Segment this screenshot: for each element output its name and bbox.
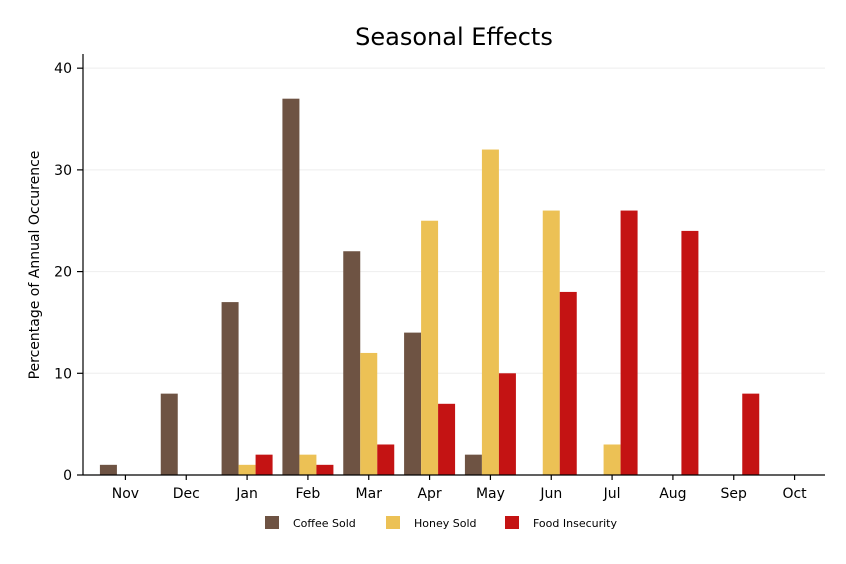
gridlines <box>83 67 825 374</box>
bar-aug-food-insecurity <box>681 230 699 475</box>
legend-swatch-honey-sold <box>386 516 400 529</box>
bar-mar-coffee-sold <box>343 251 361 475</box>
bar-jun-honey-sold <box>542 210 560 475</box>
bar-may-coffee-sold <box>464 454 482 475</box>
y-tick-label: 20 <box>54 265 72 281</box>
legend-label: Food Insecurity <box>533 517 617 530</box>
bar-feb-food-insecurity <box>316 464 334 475</box>
bar-jan-coffee-sold <box>221 302 239 475</box>
bar-jul-honey-sold <box>603 444 621 475</box>
legend: Coffee Sold Honey Sold Food Insecurity <box>265 516 617 530</box>
y-tick-label: 40 <box>54 61 72 77</box>
legend-swatch-coffee-sold <box>265 516 279 529</box>
bar-may-honey-sold <box>481 149 499 475</box>
bar-jul-food-insecurity <box>620 210 638 475</box>
y-tick-label: 10 <box>54 366 72 382</box>
bar-feb-coffee-sold <box>282 98 300 476</box>
bar-sep-food-insecurity <box>742 393 760 475</box>
legend-swatch-food-insecurity <box>505 516 519 529</box>
bar-nov-coffee-sold <box>99 464 117 475</box>
y-tick-labels: 0 10 20 30 40 <box>54 61 72 484</box>
x-tick-label: Oct <box>782 486 807 502</box>
x-tick-label: Jul <box>603 486 621 502</box>
x-tick-label: Dec <box>173 486 200 502</box>
bar-apr-coffee-sold <box>404 332 422 475</box>
bar-mar-food-insecurity <box>377 444 395 475</box>
x-tick-label: Apr <box>417 486 441 502</box>
x-tick-label: Jun <box>539 486 562 502</box>
bar-feb-honey-sold <box>299 454 317 475</box>
bar-may-food-insecurity <box>498 373 516 475</box>
x-tick-label: May <box>476 486 505 502</box>
x-tick-label: Nov <box>112 486 139 502</box>
x-tick-label: Sep <box>721 486 748 502</box>
bar-dec-coffee-sold <box>160 393 178 475</box>
x-tick-label: Aug <box>659 486 686 502</box>
bar-apr-food-insecurity <box>438 403 456 475</box>
bar-jan-food-insecurity <box>255 454 273 475</box>
bar-jan-honey-sold <box>238 464 256 475</box>
y-axis-label: Percentage of Annual Occurence <box>27 151 43 380</box>
x-tick-labels: Nov Dec Jan Feb Mar Apr May Jun Jul Aug Sep Oct <box>112 486 807 502</box>
bar-apr-honey-sold <box>421 220 439 475</box>
legend-label: Honey Sold <box>414 517 477 530</box>
x-tick-label: Jan <box>235 486 258 502</box>
bars <box>99 98 760 476</box>
y-tick-label: 0 <box>63 468 72 484</box>
bar-mar-honey-sold <box>360 352 378 475</box>
y-tick-label: 30 <box>54 163 72 179</box>
chart-title: Seasonal Effects <box>355 23 553 51</box>
x-tick-label: Mar <box>356 486 383 502</box>
bar-jun-food-insecurity <box>559 291 577 475</box>
axes <box>77 54 825 480</box>
legend-label: Coffee Sold <box>293 517 356 530</box>
x-tick-label: Feb <box>296 486 321 502</box>
